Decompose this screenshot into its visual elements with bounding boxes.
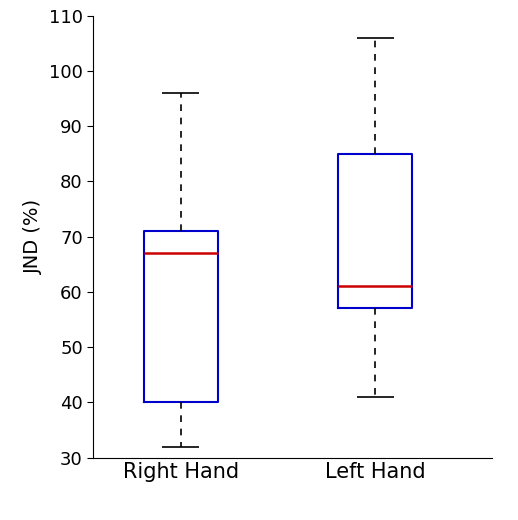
Y-axis label: JND (%): JND (%) xyxy=(24,199,44,274)
